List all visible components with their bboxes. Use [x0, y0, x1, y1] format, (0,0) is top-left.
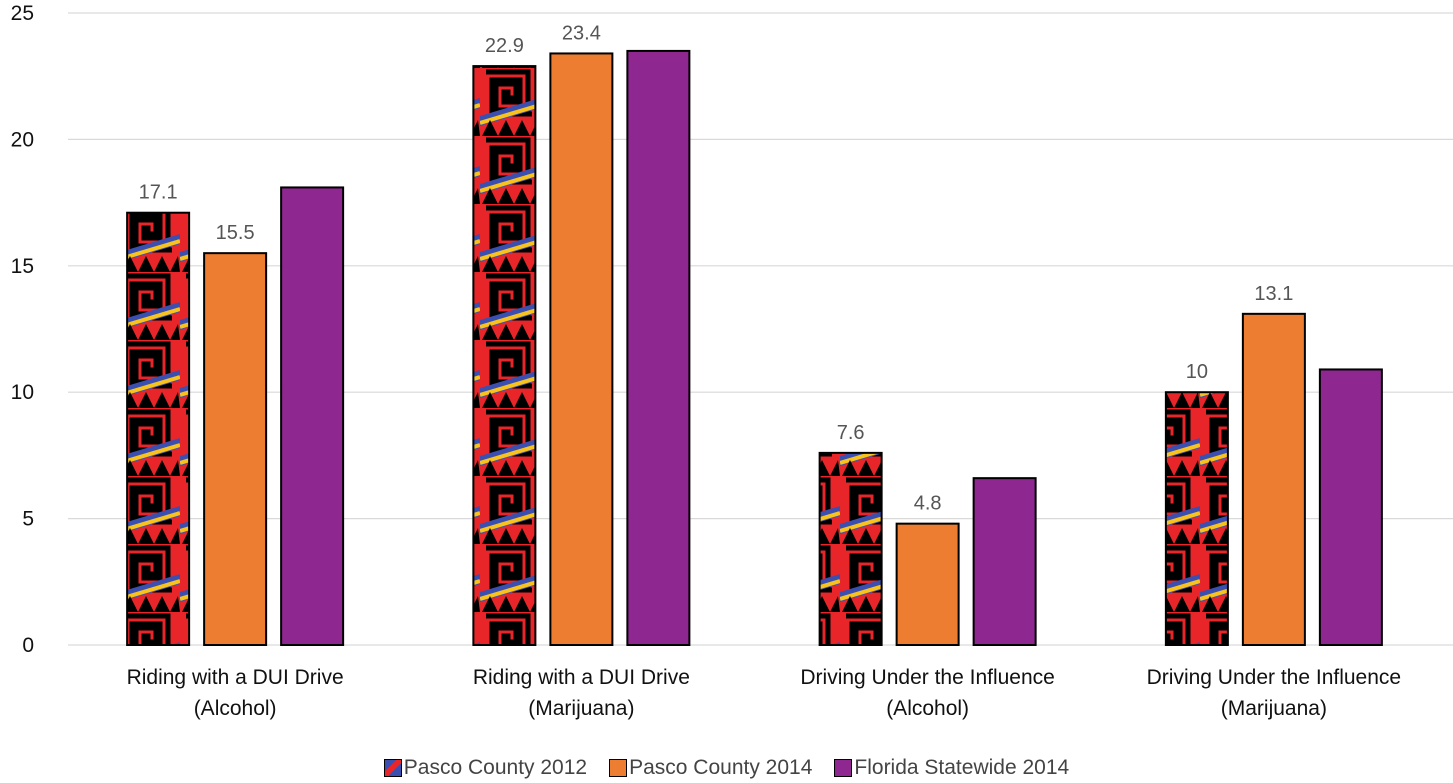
data-label-series-0-cat-3: 10 [1186, 361, 1208, 383]
data-label-series-0-cat-2: 7.6 [837, 422, 865, 444]
bar-series-1-cat-0 [203, 252, 268, 646]
y-tick-label: 0 [22, 634, 34, 657]
bars [126, 49, 1383, 647]
bar-series-2-cat-2 [972, 477, 1037, 647]
bar-series-1-cat-3 [1241, 312, 1306, 646]
x-category-label: Riding with a DUI Drive [127, 666, 344, 689]
bar-series-0-cat-3 [1164, 391, 1229, 647]
legend-label-pasco-2014: Pasco County 2014 [629, 755, 813, 779]
y-tick-label: 5 [22, 508, 34, 531]
y-tick-label: 20 [11, 128, 34, 151]
bar-series-0-cat-0 [126, 211, 191, 646]
data-labels: 17.1 15.5 22.9 23.4 7.6 4.8 10 13.1 [139, 22, 1294, 514]
y-tick-label: 15 [11, 255, 34, 278]
legend-swatch-pasco-2014 [609, 758, 628, 777]
x-category-label: (Alcohol) [886, 697, 969, 720]
bar-series-2-cat-3 [1318, 368, 1383, 646]
legend-swatch-florida-2014 [834, 758, 853, 777]
bar-series-1-cat-1 [549, 52, 614, 647]
data-label-series-1-cat-3: 13.1 [1254, 283, 1293, 305]
x-category-label: Riding with a DUI Drive [473, 666, 690, 689]
bar-series-2-cat-1 [626, 49, 691, 647]
x-category-label: Driving Under the Influence [800, 666, 1054, 689]
y-tick-label: 25 [11, 2, 34, 25]
y-axis-tick-labels: 0 5 10 15 20 25 [11, 2, 34, 657]
x-category-label: (Marijuana) [528, 697, 634, 720]
bar-series-2-cat-0 [280, 186, 345, 646]
bar-series-0-cat-2 [818, 451, 883, 647]
legend-label-pasco-2012: Pasco County 2012 [403, 755, 588, 779]
data-label-series-1-cat-0: 15.5 [216, 222, 255, 244]
y-tick-label: 10 [11, 381, 34, 404]
bar-series-0-cat-1 [472, 65, 537, 646]
data-label-series-1-cat-1: 23.4 [562, 22, 601, 44]
data-label-series-0-cat-1: 22.9 [485, 35, 524, 57]
x-axis-category-labels: Riding with a DUI Drive (Alcohol) Riding w… [127, 666, 1402, 720]
data-label-series-0-cat-0: 17.1 [139, 182, 178, 204]
legend-item-pasco-2014: Pasco County 2014 [609, 756, 812, 780]
legend: Pasco County 2012 Pasco County 2014 Flor… [0, 752, 1453, 783]
legend-item-florida-2014: Florida Statewide 2014 [834, 756, 1069, 780]
x-category-label: Driving Under the Influence [1147, 666, 1401, 689]
bar-series-1-cat-2 [895, 522, 960, 647]
legend-label-florida-2014: Florida Statewide 2014 [854, 755, 1070, 779]
x-category-label: (Alcohol) [194, 697, 277, 720]
x-category-label: (Marijuana) [1221, 697, 1327, 720]
legend-swatch-pasco-2012 [383, 758, 402, 777]
data-label-series-1-cat-2: 4.8 [914, 493, 942, 515]
legend-item-pasco-2012: Pasco County 2012 [383, 755, 588, 780]
